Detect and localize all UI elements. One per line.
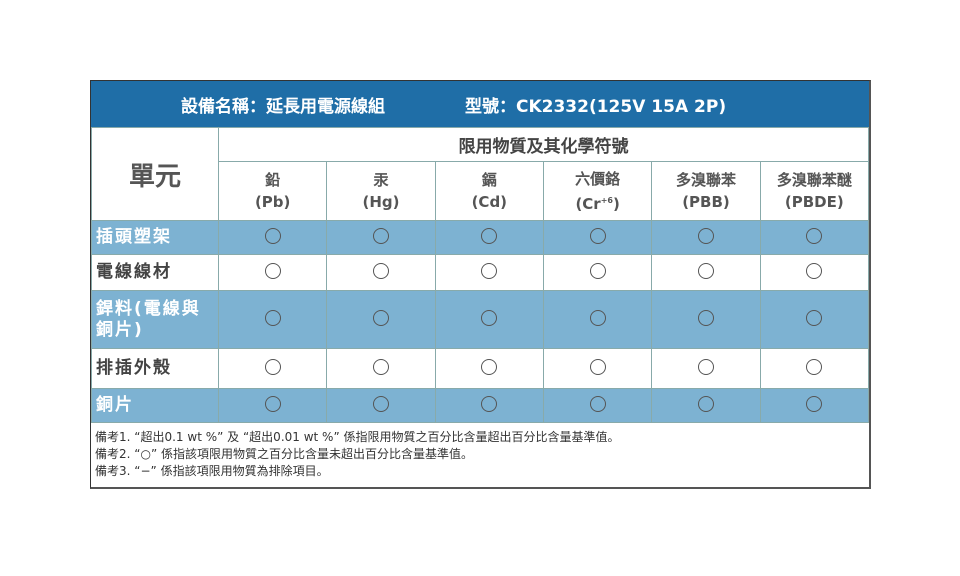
compliance-cell xyxy=(759,220,870,255)
compliance-cell xyxy=(651,254,761,291)
circle-mark-icon xyxy=(264,262,281,279)
circle-mark-icon xyxy=(806,227,823,244)
substance-symbol: (Cd) xyxy=(471,193,508,211)
substance-name: 多溴聯苯醚 xyxy=(776,171,852,189)
title-bar: 設備名稱：延長用電源線組 型號：CK2332(125V 15A 2P) xyxy=(91,81,869,127)
substance-symbol: (Pb) xyxy=(254,193,291,211)
substance-name: 汞 xyxy=(373,171,389,189)
compliance-cell xyxy=(651,290,761,349)
substance-name: 多溴聯苯 xyxy=(675,171,736,189)
equipment-name: 設備名稱：延長用電源線組 xyxy=(181,96,385,117)
table-row: 插頭塑架 xyxy=(91,220,870,255)
substance-symbol: (Cr+6) xyxy=(575,194,620,213)
circle-mark-icon xyxy=(372,227,389,244)
compliance-cell xyxy=(542,388,653,423)
column-header: 多溴聯苯 (PBB) xyxy=(651,161,761,221)
circle-mark-icon xyxy=(806,395,823,412)
substance-name: 六價鉻 xyxy=(575,169,621,188)
table-row: 排插外殼 xyxy=(91,348,870,389)
substance-symbol: (PBDE) xyxy=(784,193,844,211)
substance-table: 單元 限用物質及其化學符號 鉛 (Pb) 汞 (Hg) 鎘 (Cd) 六價鉻 (Cr+6) 多溴… xyxy=(91,127,870,423)
note-1: 備考1. “超出0.1 wt %” 及 “超出0.01 wt %” 係指限用物質… xyxy=(95,430,620,444)
circle-mark-icon xyxy=(697,227,714,244)
unit-label: 排插外殼 xyxy=(91,348,219,389)
compliance-cell xyxy=(434,254,544,291)
substance-group-header: 限用物質及其化學符號 xyxy=(218,127,869,162)
compliance-cell xyxy=(542,220,653,255)
column-header: 鎘 (Cd) xyxy=(434,161,544,221)
notes: 備考1. “超出0.1 wt %” 及 “超出0.01 wt %” 係指限用物質… xyxy=(91,423,869,486)
circle-mark-icon xyxy=(264,358,281,375)
circle-mark-icon xyxy=(806,358,823,375)
compliance-cell xyxy=(759,254,870,291)
circle-mark-icon xyxy=(589,358,606,375)
compliance-cell xyxy=(651,348,761,389)
substance-symbol: (Hg) xyxy=(362,193,400,211)
compliance-cell xyxy=(326,348,436,389)
rohs-table-card: 設備名稱：延長用電源線組 型號：CK2332(125V 15A 2P) 單元 限… xyxy=(90,80,871,489)
unit-label: 銅片 xyxy=(91,388,219,423)
compliance-cell xyxy=(326,254,436,291)
table-row: 銲料(電線與銅片) xyxy=(91,290,870,349)
circle-mark-icon xyxy=(806,309,823,326)
compliance-cell xyxy=(651,388,761,423)
unit-label: 電線線材 xyxy=(91,254,219,291)
compliance-cell xyxy=(326,388,436,423)
circle-mark-icon xyxy=(589,227,606,244)
circle-mark-icon xyxy=(372,262,389,279)
compliance-cell xyxy=(326,220,436,255)
circle-mark-icon xyxy=(697,395,714,412)
unit-header: 單元 xyxy=(91,127,219,221)
circle-mark-icon xyxy=(481,358,498,375)
substance-name: 鉛 xyxy=(265,171,281,189)
unit-label: 插頭塑架 xyxy=(91,220,219,255)
circle-mark-icon xyxy=(372,395,389,412)
compliance-cell xyxy=(217,388,328,423)
column-header: 鉛 (Pb) xyxy=(217,161,328,221)
circle-mark-icon xyxy=(481,262,498,279)
note-2: 備考2. “○” 係指該項限用物質之百分比含量未超出百分比含量基準值。 xyxy=(95,447,473,461)
compliance-cell xyxy=(434,388,544,423)
model-number: 型號：CK2332(125V 15A 2P) xyxy=(465,96,727,117)
circle-mark-icon xyxy=(481,309,498,326)
circle-mark-icon xyxy=(697,262,714,279)
substance-name: 鎘 xyxy=(481,171,497,189)
compliance-cell xyxy=(759,290,870,349)
circle-mark-icon xyxy=(264,395,281,412)
compliance-cell xyxy=(651,220,761,255)
substance-symbol: (PBB) xyxy=(682,193,730,211)
circle-mark-icon xyxy=(697,309,714,326)
compliance-cell xyxy=(434,348,544,389)
unit-label: 銲料(電線與銅片) xyxy=(91,290,219,349)
compliance-cell xyxy=(326,290,436,349)
compliance-cell xyxy=(217,348,328,389)
compliance-cell xyxy=(217,290,328,349)
circle-mark-icon xyxy=(264,309,281,326)
circle-mark-icon xyxy=(697,358,714,375)
note-3: 備考3. “−” 係指該項限用物質為排除項目。 xyxy=(95,464,329,478)
table-row: 電線線材 xyxy=(91,254,870,291)
compliance-cell xyxy=(542,348,653,389)
circle-mark-icon xyxy=(264,227,281,244)
circle-mark-icon xyxy=(481,227,498,244)
compliance-cell xyxy=(217,254,328,291)
circle-mark-icon xyxy=(589,395,606,412)
circle-mark-icon xyxy=(372,358,389,375)
compliance-cell xyxy=(434,290,544,349)
compliance-cell xyxy=(542,290,653,349)
circle-mark-icon xyxy=(806,262,823,279)
column-header: 汞 (Hg) xyxy=(326,161,436,221)
circle-mark-icon xyxy=(372,309,389,326)
circle-mark-icon xyxy=(589,262,606,279)
table-row: 銅片 xyxy=(91,388,870,423)
circle-mark-icon xyxy=(481,395,498,412)
compliance-cell xyxy=(759,348,870,389)
circle-mark-icon xyxy=(589,309,606,326)
compliance-cell xyxy=(434,220,544,255)
compliance-cell xyxy=(542,254,653,291)
compliance-cell xyxy=(217,220,328,255)
compliance-cell xyxy=(759,388,870,423)
column-header: 六價鉻 (Cr+6) xyxy=(542,161,653,221)
column-header: 多溴聯苯醚 (PBDE) xyxy=(759,161,870,221)
